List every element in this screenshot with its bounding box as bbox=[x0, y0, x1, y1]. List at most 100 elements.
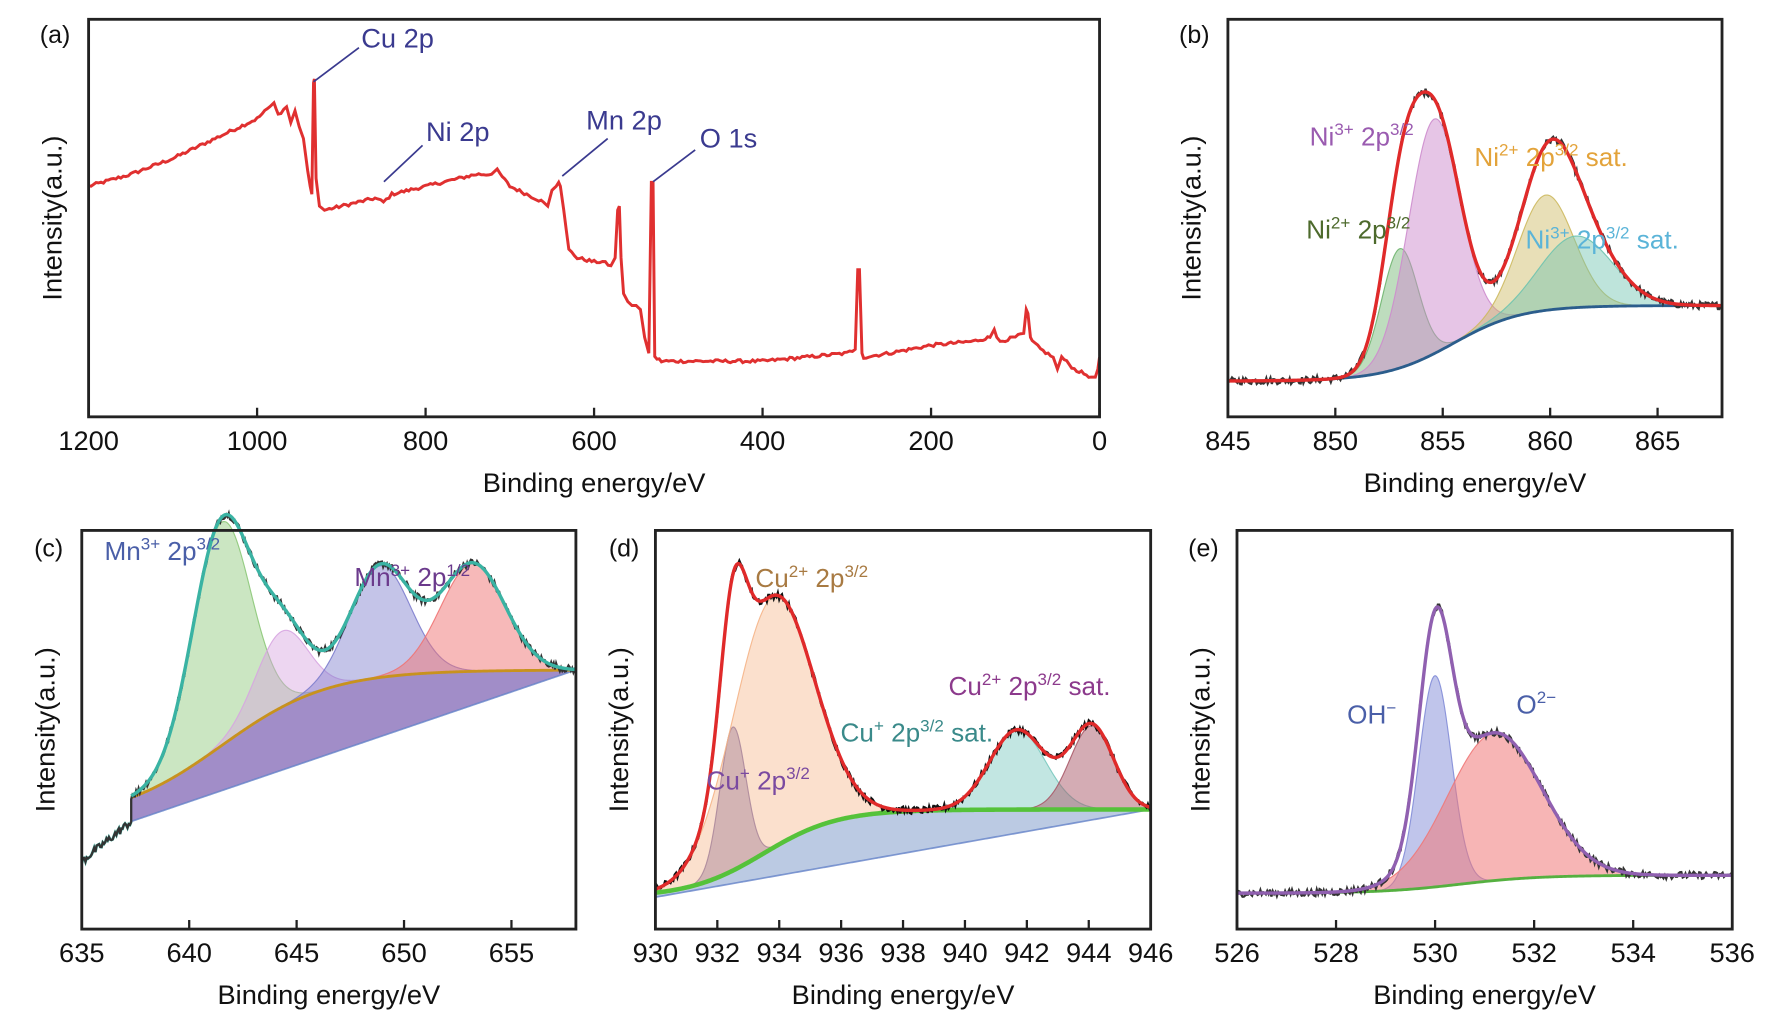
annotation-base: Cu bbox=[948, 671, 981, 701]
y-axis-label: Intensity(a.u.) bbox=[36, 136, 67, 301]
annotation-leader-line bbox=[561, 137, 609, 177]
annotation-label: O 1s bbox=[700, 123, 758, 154]
annotation-orbital: 3/2 bbox=[786, 764, 810, 783]
annotation-orbital: 1/2 bbox=[446, 561, 470, 580]
annotation-leader-line bbox=[652, 149, 696, 183]
panel-label: (b) bbox=[1179, 21, 1210, 49]
x-tick-label: 938 bbox=[880, 937, 925, 968]
annotation-mid: 2p bbox=[1518, 142, 1554, 172]
annotation-label: Mn 2p bbox=[586, 104, 662, 135]
plot-frame bbox=[80, 529, 578, 931]
panel-label: (a) bbox=[40, 21, 71, 49]
plot-frame bbox=[1226, 17, 1724, 419]
component-peak-1 bbox=[1236, 732, 1733, 894]
y-axis-label: Intensity(a.u.) bbox=[30, 647, 61, 812]
panel-a: Cu 2p Ni 2p Mn 2p O 1s 1200 1000 800 600 400 200 0… bbox=[36, 17, 1107, 498]
annotation-charge: 3+ bbox=[141, 535, 160, 554]
annotation-base: Ni bbox=[1474, 142, 1499, 172]
annotation-label-cu2sat: Cu2+ 2p3/2 sat. bbox=[948, 670, 1110, 701]
annotation-orbital: 3/2 bbox=[1606, 224, 1630, 243]
x-tick-label: 528 bbox=[1313, 937, 1358, 968]
annotation-base: Mn bbox=[105, 536, 141, 566]
annotation-mid: 2p bbox=[1001, 671, 1037, 701]
x-tick-label: 944 bbox=[1066, 937, 1111, 968]
annotation-label-ni2sat: Ni2+ 2p3/2 sat. bbox=[1474, 141, 1627, 172]
annotation-label-ni3: Ni3+ 2p3/2 bbox=[1310, 120, 1414, 151]
x-tick-label: 640 bbox=[166, 937, 211, 968]
panel-label: (c) bbox=[34, 535, 63, 563]
annotation-label-ni3sat: Ni3+ 2p3/2 sat. bbox=[1526, 224, 1679, 255]
annotation-charge: − bbox=[1386, 698, 1396, 717]
x-tick-label: 845 bbox=[1205, 425, 1250, 456]
x-tick-label: 534 bbox=[1610, 937, 1655, 968]
x-tick-label: 530 bbox=[1412, 937, 1457, 968]
x-tick-label: 645 bbox=[274, 937, 319, 968]
annotation-orbital: 3/2 bbox=[1038, 670, 1062, 689]
fit-envelope-line bbox=[1236, 605, 1733, 895]
annotation-label: Ni 2p bbox=[426, 116, 490, 147]
annotation-label-cu1: Cu+ 2p3/2 bbox=[707, 764, 810, 795]
x-tick-label: 536 bbox=[1710, 937, 1755, 968]
annotation-suffix: sat. bbox=[1578, 142, 1627, 172]
annotation-charge: 2− bbox=[1537, 688, 1556, 707]
annotation-orbital: 3/2 bbox=[1390, 120, 1414, 139]
annotation-base: Ni bbox=[1526, 225, 1551, 255]
annotation-charge: + bbox=[874, 716, 884, 735]
annotation-mid: 2p bbox=[410, 562, 446, 592]
annotation-label-o2: O2− bbox=[1516, 688, 1556, 719]
annotation-label-mn12: Mn3+ 2p1/2 bbox=[354, 561, 470, 592]
x-tick-label: 800 bbox=[403, 425, 448, 456]
annotation-charge: 3+ bbox=[1550, 224, 1569, 243]
y-axis-label: Intensity(a.u.) bbox=[1176, 136, 1207, 301]
annotation-mid: 2p bbox=[1350, 215, 1386, 245]
x-tick-label: 850 bbox=[1313, 425, 1358, 456]
fit-envelope-line bbox=[1227, 90, 1723, 383]
plot-frame bbox=[87, 17, 1101, 419]
x-tick-label: 532 bbox=[1511, 937, 1556, 968]
annotation-label: Cu 2p bbox=[361, 23, 434, 54]
x-tick-label: 932 bbox=[695, 937, 740, 968]
y-axis-label: Intensity(a.u.) bbox=[603, 647, 634, 812]
x-tick-label: 655 bbox=[489, 937, 534, 968]
panel-label: (d) bbox=[609, 535, 640, 563]
annotation-orbital: 3/2 bbox=[1387, 213, 1411, 232]
annotation-base: OH bbox=[1347, 700, 1386, 730]
annotation-mid: 2p bbox=[750, 765, 786, 795]
x-tick-label: 860 bbox=[1527, 425, 1572, 456]
x-tick-label: 650 bbox=[381, 937, 426, 968]
fit-envelope-line bbox=[130, 512, 576, 798]
x-tick-label: 200 bbox=[908, 425, 953, 456]
x-axis-label: Binding energy/eV bbox=[1373, 979, 1597, 1010]
annotation-suffix: sat. bbox=[1630, 225, 1679, 255]
annotation-label-mn32: Mn3+ 2p3/2 bbox=[105, 535, 221, 566]
annotation-charge: 3+ bbox=[1334, 120, 1353, 139]
x-tick-label: 930 bbox=[633, 937, 678, 968]
survey-spectrum-line bbox=[88, 78, 1102, 379]
x-tick-label: 635 bbox=[59, 937, 104, 968]
annotation-base: Cu bbox=[755, 563, 788, 593]
shirley-background-line bbox=[130, 668, 576, 799]
annotation-leader-line bbox=[312, 47, 360, 83]
x-tick-label: 855 bbox=[1420, 425, 1465, 456]
annotation-charge: 2+ bbox=[1499, 141, 1518, 160]
annotation-mid: 2p bbox=[1570, 225, 1606, 255]
x-tick-label: 400 bbox=[740, 425, 785, 456]
annotation-base: Cu bbox=[707, 765, 740, 795]
y-axis-label: Intensity(a.u.) bbox=[1185, 647, 1216, 812]
x-axis-label: Binding energy/eV bbox=[1364, 467, 1588, 498]
fit-envelope-line bbox=[654, 561, 1152, 891]
x-tick-label: 1200 bbox=[58, 425, 119, 456]
x-tick-label: 0 bbox=[1092, 425, 1107, 456]
annotation-suffix: sat. bbox=[1061, 671, 1110, 701]
annotation-charge: 2+ bbox=[1331, 213, 1350, 232]
x-axis-label: Binding energy/eV bbox=[483, 467, 707, 498]
annotation-charge: + bbox=[740, 764, 750, 783]
x-axis-label: Binding energy/eV bbox=[217, 979, 441, 1010]
panel-label: (e) bbox=[1188, 535, 1219, 563]
annotation-label-cu1sat: Cu+ 2p3/2 sat. bbox=[841, 716, 994, 747]
annotation-base: O bbox=[1516, 689, 1536, 719]
annotation-charge: 3+ bbox=[391, 561, 410, 580]
annotation-orbital: 3/2 bbox=[196, 535, 220, 554]
